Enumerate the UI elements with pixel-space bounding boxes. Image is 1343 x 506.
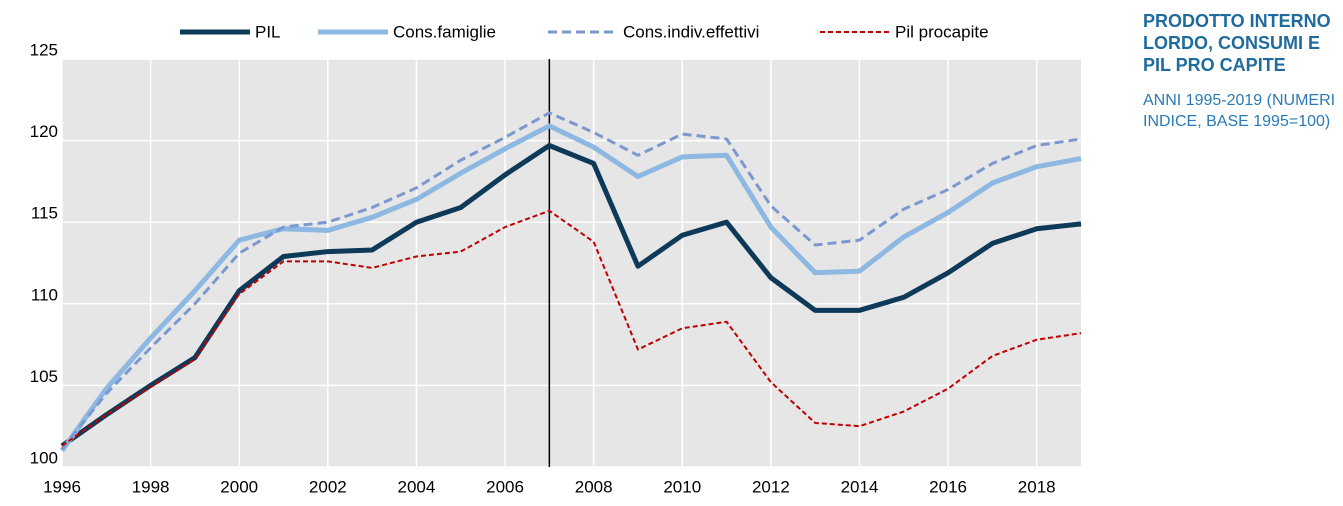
legend-label: PIL [255, 22, 281, 41]
series-line [61, 209, 1082, 447]
legend-label: Cons.indiv.effettivi [623, 22, 759, 41]
x-tick-label: 2012 [752, 477, 790, 496]
x-tick-label: 2000 [220, 477, 258, 496]
x-tick-label: 1996 [43, 477, 81, 496]
chart-subtitle: ANNI 1995-2019 (NUMERI INDICE, BASE 1995… [1143, 92, 1336, 130]
y-tick-label: 115 [31, 204, 58, 223]
series-line [60, 142, 1082, 448]
x-tick-label: 2006 [486, 477, 524, 496]
y-tick-label: 110 [31, 285, 58, 304]
side-panel: PRODOTTO INTERNO LORDO, CONSUMI E PIL PR… [1143, 10, 1338, 132]
series-line [59, 123, 1082, 453]
x-tick-label: 2010 [663, 477, 701, 496]
x-tick-label: 2014 [841, 477, 879, 496]
y-tick-label: 100 [30, 448, 58, 467]
x-tick-label: 2018 [1018, 477, 1056, 496]
legend-label: Cons.famiglie [393, 22, 496, 41]
x-tick-label: 1998 [132, 477, 170, 496]
x-tick-label: 2004 [398, 477, 436, 496]
chart-title: PRODOTTO INTERNO LORDO, CONSUMI E PIL PR… [1143, 11, 1331, 75]
x-tick-label: 2002 [309, 477, 347, 496]
x-tick-label: 2008 [575, 477, 613, 496]
legend-label: Pil procapite [895, 22, 989, 41]
chart: 100 105 110 115 120 125 1996 1998 2000 2002 2004 20… [30, 22, 1082, 496]
y-tick-label: 125 [30, 40, 58, 59]
y-tick-label: 120 [30, 122, 58, 141]
plot-area [62, 59, 1081, 467]
x-tick-label: 2016 [929, 477, 967, 496]
series-line [60, 111, 1082, 450]
y-tick-label: 105 [30, 367, 58, 386]
